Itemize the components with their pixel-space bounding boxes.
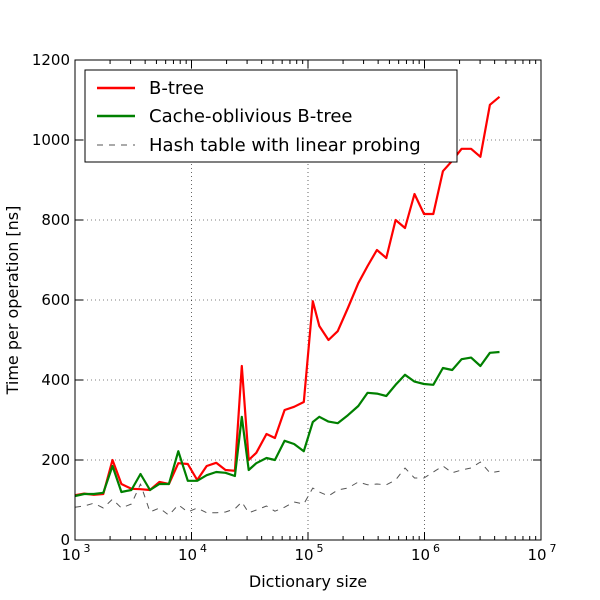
series-layer	[74, 95, 501, 516]
legend-label-1: B-tree	[149, 78, 204, 99]
x-tick-exponent: 5	[317, 542, 324, 555]
y-tick-label: 200	[41, 451, 70, 469]
y-tick-label: 600	[41, 291, 70, 309]
legend-frame	[84, 69, 458, 163]
x-tick-exponent: 6	[433, 542, 440, 555]
y-tick-label: 800	[41, 211, 70, 229]
x-tick-label: 10	[61, 546, 80, 564]
x-tick-label: 10	[411, 546, 430, 564]
x-tick-exponent: 4	[200, 542, 207, 555]
legend-label-2: Cache-oblivious B-tree	[149, 106, 352, 127]
y-tick-label: 400	[41, 371, 70, 389]
x-tick-exponent: 3	[84, 542, 91, 555]
ticks	[74, 59, 542, 541]
x-tick-exponent: 7	[550, 542, 557, 555]
legend: B-tree Cache-oblivious B-tree Hash table w…	[84, 69, 458, 163]
y-tick-label: 1000	[32, 131, 70, 149]
y-tick-label: 1200	[32, 51, 70, 69]
legend-label-3: Hash table with linear probing	[149, 135, 421, 156]
x-axis-label: Dictionary size	[249, 572, 367, 591]
series-line-3	[74, 461, 500, 516]
x-tick-label: 10	[527, 546, 546, 564]
y-axis-label: Time per operation [ns]	[3, 206, 22, 396]
x-tick-label: 10	[178, 546, 197, 564]
series-line-2	[74, 350, 500, 498]
x-tick-label: 10	[294, 546, 313, 564]
series-line-1	[74, 95, 501, 497]
y-tick-label: 0	[60, 531, 70, 549]
